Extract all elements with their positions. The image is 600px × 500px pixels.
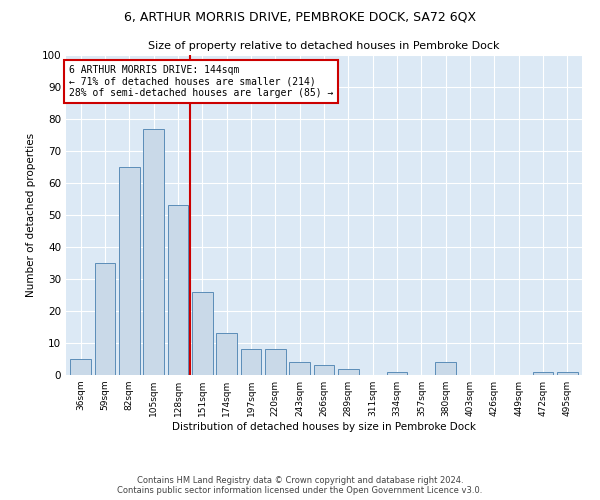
Bar (192, 292, 212, 375)
Bar (95, 263, 115, 375)
Bar (70, 359, 91, 375)
Bar (119, 167, 140, 375)
Y-axis label: Number of detached properties: Number of detached properties (26, 133, 36, 297)
X-axis label: Distribution of detached houses by size in Pembroke Dock: Distribution of detached houses by size … (172, 422, 476, 432)
Bar (241, 350, 262, 375)
Bar (216, 334, 237, 375)
Bar (533, 372, 553, 375)
Text: 6 ARTHUR MORRIS DRIVE: 144sqm
← 71% of detached houses are smaller (214)
28% of : 6 ARTHUR MORRIS DRIVE: 144sqm ← 71% of d… (68, 64, 333, 98)
Bar (289, 362, 310, 375)
Bar (436, 362, 456, 375)
Bar (143, 128, 164, 375)
Bar (265, 350, 286, 375)
Bar (338, 368, 359, 375)
Text: 6, ARTHUR MORRIS DRIVE, PEMBROKE DOCK, SA72 6QX: 6, ARTHUR MORRIS DRIVE, PEMBROKE DOCK, S… (124, 10, 476, 23)
Bar (386, 372, 407, 375)
Bar (314, 366, 334, 375)
Bar (167, 206, 188, 375)
Bar (557, 372, 578, 375)
Title: Size of property relative to detached houses in Pembroke Dock: Size of property relative to detached ho… (148, 42, 500, 51)
Text: Contains HM Land Registry data © Crown copyright and database right 2024.
Contai: Contains HM Land Registry data © Crown c… (118, 476, 482, 495)
